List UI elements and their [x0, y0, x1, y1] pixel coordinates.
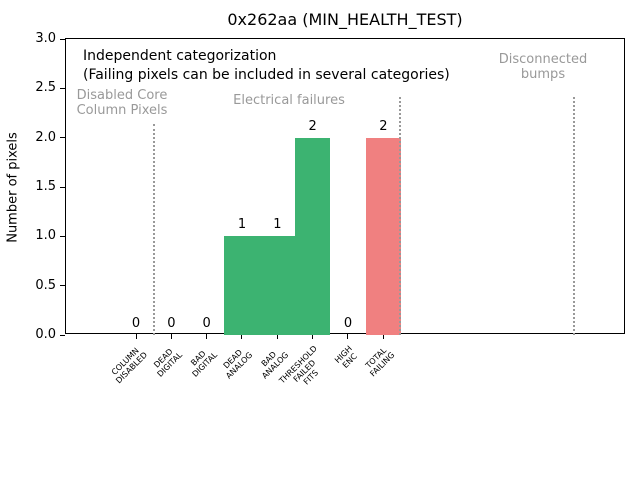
bar-value-label: 1	[273, 217, 282, 233]
y-tick-label: 2.0	[35, 129, 56, 145]
annotation: Independent categorization	[83, 48, 277, 64]
bar	[294, 137, 331, 335]
y-tick-mark	[60, 285, 65, 287]
x-tick-label: COLUMN DISABLED	[109, 346, 149, 386]
annotation: Disabled Core Column Pixels	[76, 88, 168, 118]
x-tick-label: HIGH ENC	[333, 344, 360, 370]
plot-area: 0.0 0.5 1.0 1.5 2.0 2.5 3.0 COLUMN DISABLED 0 DEA…	[35, 32, 625, 387]
section-separator	[153, 124, 155, 335]
y-tick-mark	[60, 38, 65, 40]
bar-value-label: 0	[131, 316, 141, 331]
section-separator	[399, 97, 401, 335]
bar-value-label: 0	[343, 316, 353, 331]
y-tick-mark	[60, 186, 65, 188]
bar-value-label: 0	[202, 316, 211, 331]
y-tick-label: 2.5	[35, 80, 56, 96]
y-tick-label: 0.0	[35, 327, 56, 342]
section-separator	[573, 97, 575, 335]
x-tick-mark	[382, 334, 384, 339]
annotation: Electrical failures	[233, 93, 345, 108]
annotation: Disconnected bumps	[498, 52, 588, 82]
x-tick-mark	[276, 334, 278, 339]
y-tick-mark	[60, 235, 65, 237]
chart-title: 0x262aa (MIN_HEALTH_TEST)	[227, 10, 463, 29]
x-tick-label: BAD DIGITAL	[189, 349, 220, 379]
y-tick-mark	[60, 334, 65, 336]
bar-value-label: 1	[237, 217, 247, 233]
bar	[259, 236, 295, 335]
bar-value-label: 2	[308, 118, 317, 134]
bar-value-label: 2	[379, 118, 388, 134]
y-tick-label: 1.5	[35, 179, 56, 194]
x-tick-mark	[347, 334, 349, 339]
x-tick-mark	[241, 334, 243, 339]
x-tick-label: TOTAL FAILING	[363, 345, 397, 379]
bar	[224, 236, 260, 335]
y-tick-label: 3.0	[35, 31, 56, 46]
x-tick-label: DEAD ANALOG	[222, 347, 255, 381]
annotation: (Failing pixels can be included in sever…	[83, 67, 450, 83]
bar	[365, 137, 401, 335]
y-tick-label: 0.5	[35, 277, 56, 293]
y-tick-mark	[60, 137, 65, 139]
x-tick-mark	[135, 334, 137, 339]
x-tick-mark	[206, 334, 208, 339]
y-tick-label: 1.0	[35, 228, 56, 244]
x-tick-mark	[312, 334, 314, 339]
x-tick-mark	[170, 334, 172, 339]
x-tick-label: DEAD DIGITAL	[152, 346, 185, 379]
bar-value-label: 0	[167, 316, 176, 331]
y-tick-mark	[60, 87, 65, 89]
